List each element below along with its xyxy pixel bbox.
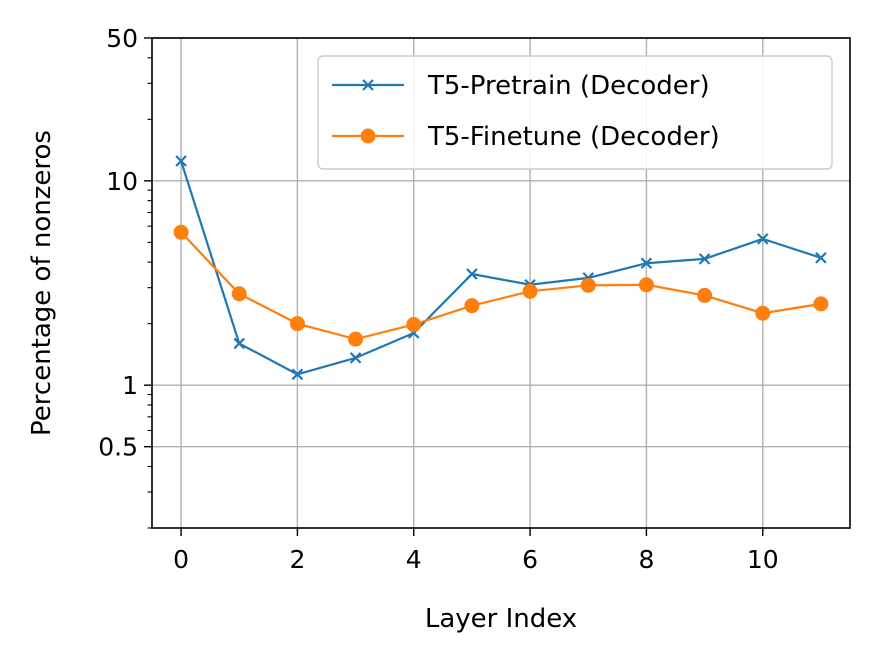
data-point <box>755 305 771 321</box>
series-line <box>180 231 822 341</box>
data-point <box>640 257 653 270</box>
point-marker <box>362 79 374 91</box>
data-point <box>756 233 769 245</box>
legend-box <box>317 55 833 170</box>
point-marker <box>815 252 827 264</box>
data-point <box>175 155 187 167</box>
data-point <box>697 287 713 303</box>
legend-entry: T5-Pretrain (Decoder) <box>332 71 710 101</box>
point-marker <box>466 268 478 280</box>
point-marker <box>349 352 362 364</box>
point-marker <box>697 287 713 303</box>
series-layer <box>173 155 829 381</box>
data-point <box>815 252 827 264</box>
data-point <box>231 286 247 302</box>
y-tick-label: 0.5 <box>98 433 138 462</box>
point-marker <box>406 317 422 333</box>
point-marker <box>175 155 187 167</box>
x-tick-label: 0 <box>173 545 189 574</box>
data-point <box>289 316 305 332</box>
point-marker <box>756 233 769 245</box>
legend-label: T5-Pretrain (Decoder) <box>427 71 710 101</box>
point-marker <box>233 337 246 350</box>
data-point <box>522 283 538 299</box>
data-point <box>349 352 362 364</box>
data-point <box>348 331 364 347</box>
point-marker <box>755 305 771 321</box>
data-point <box>466 268 478 280</box>
y-tick-label: 50 <box>106 24 138 53</box>
x-tick-label: 6 <box>522 545 538 574</box>
x-tick-label: 8 <box>638 545 654 574</box>
point-marker <box>173 224 189 240</box>
data-point <box>173 224 189 240</box>
data-point <box>638 277 654 293</box>
point-marker <box>580 277 596 293</box>
point-marker <box>348 331 364 347</box>
legend: T5-Pretrain (Decoder) T5-Finetune (Decode… <box>317 55 833 170</box>
point-marker <box>289 316 305 332</box>
series-line <box>180 160 822 376</box>
data-point <box>698 253 711 265</box>
point-marker <box>638 277 654 293</box>
data-point <box>406 317 422 333</box>
data-point <box>813 296 829 312</box>
legend-entry: T5-Finetune (Decoder) <box>332 122 720 152</box>
data-point <box>233 337 246 350</box>
point-marker <box>522 283 538 299</box>
point-marker <box>464 298 480 314</box>
point-marker <box>698 253 711 265</box>
point-marker <box>640 257 653 270</box>
x-tick-label: 4 <box>406 545 422 574</box>
y-axis-label: Percentage of nonzeros <box>27 130 57 436</box>
point-marker <box>231 286 247 302</box>
legend-label: T5-Finetune (Decoder) <box>427 122 720 152</box>
plot-frame <box>151 37 851 529</box>
data-point <box>580 277 596 293</box>
x-axis-label: Layer Index <box>425 604 577 634</box>
data-point <box>464 298 480 314</box>
data-point <box>291 368 304 381</box>
point-marker <box>291 368 304 381</box>
series-1 <box>173 224 829 347</box>
ticks: 0 2 4 6 8 10 0.5 1 10 50 <box>98 24 778 574</box>
series-0 <box>175 155 827 381</box>
point-marker <box>360 128 376 144</box>
y-tick-label: 1 <box>122 371 138 400</box>
point-marker <box>813 296 829 312</box>
x-tick-label: 10 <box>747 545 779 574</box>
y-tick-label: 10 <box>106 167 138 196</box>
x-tick-label: 2 <box>289 545 305 574</box>
